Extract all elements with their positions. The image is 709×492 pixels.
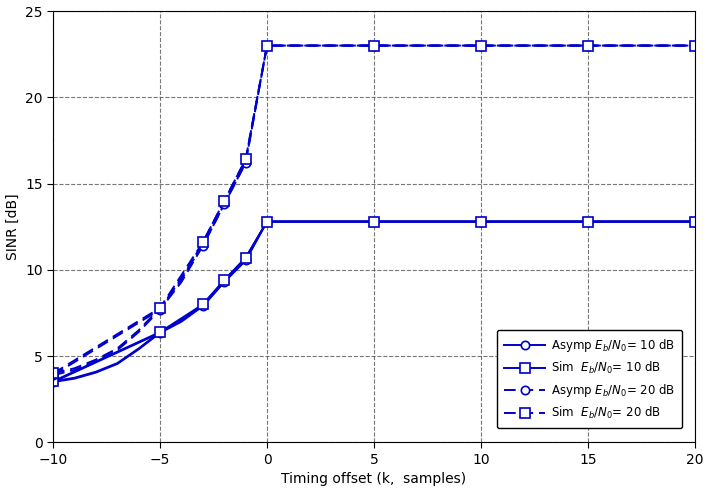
Asymp $E_b$/$N_0$= 20 dB xyxy=(369,43,378,49)
Sim  $E_b$/$N_0$= 20 dB xyxy=(156,305,164,311)
Asymp $E_b$/$N_0$= 10 dB xyxy=(584,218,592,224)
X-axis label: Timing offset (k,  samples): Timing offset (k, samples) xyxy=(281,472,467,487)
Sim  $E_b$/$N_0$= 10 dB xyxy=(49,378,57,384)
Sim  $E_b$/$N_0$= 10 dB xyxy=(241,255,250,261)
Legend: Asymp $E_b$/$N_0$= 10 dB, Sim  $E_b$/$N_0$= 10 dB, Asymp $E_b$/$N_0$= 20 dB, Sim: Asymp $E_b$/$N_0$= 10 dB, Sim $E_b$/$N_0… xyxy=(497,330,682,428)
Asymp $E_b$/$N_0$= 20 dB xyxy=(49,372,57,378)
Asymp $E_b$/$N_0$= 20 dB xyxy=(199,243,207,248)
Asymp $E_b$/$N_0$= 20 dB xyxy=(241,160,250,166)
Line: Sim  $E_b$/$N_0$= 20 dB: Sim $E_b$/$N_0$= 20 dB xyxy=(48,41,700,378)
Sim  $E_b$/$N_0$= 20 dB xyxy=(584,43,592,49)
Sim  $E_b$/$N_0$= 20 dB xyxy=(369,43,378,49)
Sim  $E_b$/$N_0$= 20 dB xyxy=(476,43,485,49)
Asymp $E_b$/$N_0$= 20 dB xyxy=(220,201,228,207)
Sim  $E_b$/$N_0$= 10 dB xyxy=(199,302,207,308)
Sim  $E_b$/$N_0$= 20 dB xyxy=(220,198,228,204)
Asymp $E_b$/$N_0$= 20 dB xyxy=(584,43,592,49)
Asymp $E_b$/$N_0$= 10 dB xyxy=(369,218,378,224)
Sim  $E_b$/$N_0$= 10 dB xyxy=(263,218,272,224)
Asymp $E_b$/$N_0$= 10 dB xyxy=(476,218,485,224)
Sim  $E_b$/$N_0$= 10 dB xyxy=(156,329,164,335)
Sim  $E_b$/$N_0$= 20 dB xyxy=(241,156,250,162)
Asymp $E_b$/$N_0$= 10 dB xyxy=(691,218,699,224)
Asymp $E_b$/$N_0$= 20 dB xyxy=(263,43,272,49)
Y-axis label: SINR [dB]: SINR [dB] xyxy=(6,193,20,260)
Sim  $E_b$/$N_0$= 10 dB xyxy=(369,218,378,224)
Asymp $E_b$/$N_0$= 10 dB xyxy=(220,279,228,285)
Asymp $E_b$/$N_0$= 10 dB xyxy=(156,330,164,336)
Asymp $E_b$/$N_0$= 20 dB xyxy=(476,43,485,49)
Sim  $E_b$/$N_0$= 10 dB xyxy=(476,218,485,224)
Sim  $E_b$/$N_0$= 10 dB xyxy=(691,218,699,224)
Sim  $E_b$/$N_0$= 10 dB xyxy=(584,218,592,224)
Line: Asymp $E_b$/$N_0$= 20 dB: Asymp $E_b$/$N_0$= 20 dB xyxy=(49,41,699,379)
Asymp $E_b$/$N_0$= 10 dB xyxy=(263,218,272,224)
Line: Sim  $E_b$/$N_0$= 10 dB: Sim $E_b$/$N_0$= 10 dB xyxy=(48,216,700,386)
Asymp $E_b$/$N_0$= 10 dB xyxy=(49,379,57,385)
Line: Asymp $E_b$/$N_0$= 10 dB: Asymp $E_b$/$N_0$= 10 dB xyxy=(49,217,699,386)
Sim  $E_b$/$N_0$= 20 dB xyxy=(263,43,272,49)
Asymp $E_b$/$N_0$= 20 dB xyxy=(691,43,699,49)
Asymp $E_b$/$N_0$= 10 dB xyxy=(241,257,250,263)
Sim  $E_b$/$N_0$= 20 dB xyxy=(49,370,57,376)
Asymp $E_b$/$N_0$= 20 dB xyxy=(156,307,164,312)
Sim  $E_b$/$N_0$= 20 dB xyxy=(691,43,699,49)
Sim  $E_b$/$N_0$= 10 dB xyxy=(220,277,228,283)
Sim  $E_b$/$N_0$= 20 dB xyxy=(199,239,207,245)
Asymp $E_b$/$N_0$= 10 dB xyxy=(199,303,207,309)
